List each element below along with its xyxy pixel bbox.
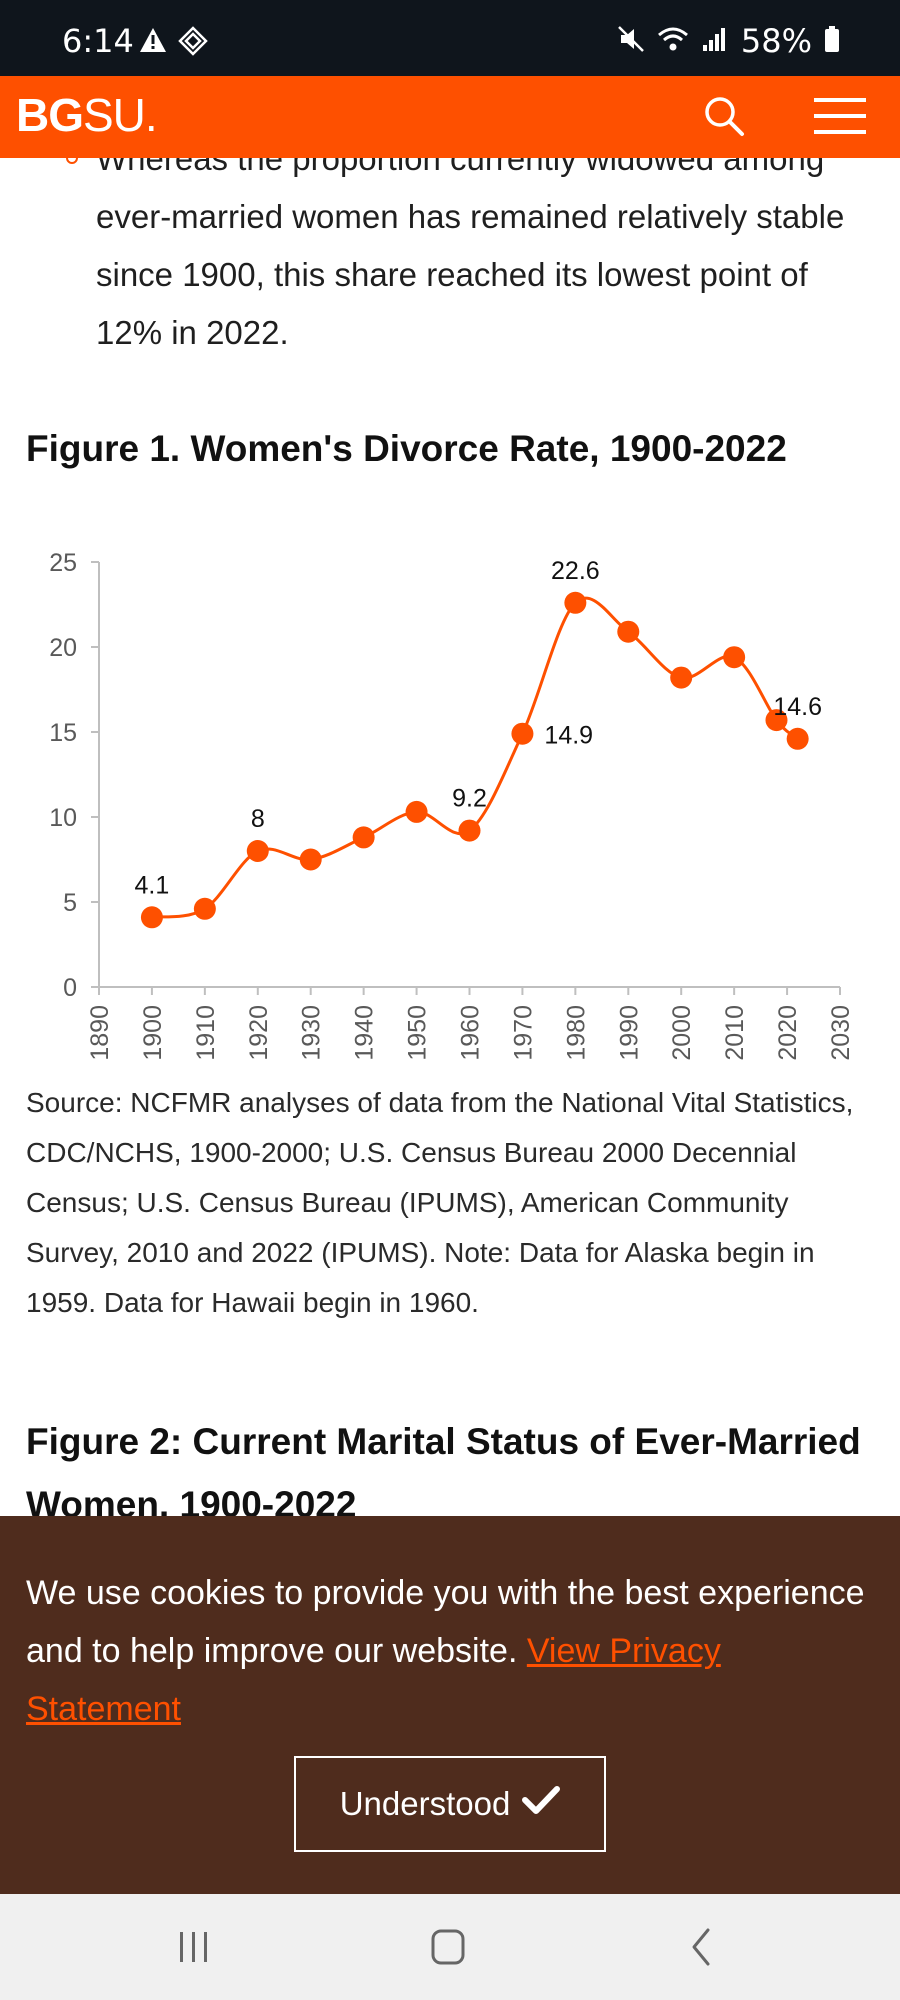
data-point (193, 897, 216, 920)
data-label: 14.6 (773, 693, 822, 721)
data-label: 4.1 (135, 871, 170, 899)
data-label: 14.9 (544, 722, 593, 750)
x-tick-label: 1930 (298, 1005, 326, 1061)
series-line (151, 596, 799, 919)
battery-percent: 58% (740, 22, 812, 60)
menu-icon[interactable] (812, 92, 868, 140)
alert-icon (138, 26, 168, 61)
signal-icon (701, 25, 729, 58)
search-icon[interactable] (700, 92, 748, 140)
y-tick-label: 25 (49, 549, 77, 577)
status-time: 6:14 (62, 22, 134, 60)
x-tick-label: 1980 (562, 1005, 590, 1061)
data-point (617, 620, 640, 643)
divorce-rate-chart: 0 5 10 15 20 25 1890 1900 1910 1920 1930 1940 1950 19… (49, 549, 855, 1061)
x-tick-label: 1910 (192, 1005, 220, 1061)
bgsu-logo[interactable]: BGSU. (16, 89, 158, 141)
data-point (140, 906, 163, 929)
figure-1-source: Source: NCFMR analyses of data from the … (26, 1087, 854, 1318)
x-tick-label: 1960 (457, 1005, 485, 1061)
bullet-text: Whereas the proportion currently widowed… (96, 140, 845, 351)
y-tick-label: 15 (49, 719, 77, 747)
data-point (511, 722, 534, 745)
data-label: 8 (251, 805, 265, 833)
data-label: 22.6 (551, 557, 600, 585)
back-icon[interactable] (672, 1922, 732, 1972)
x-tick-label: 2010 (721, 1005, 749, 1061)
data-point (765, 709, 788, 732)
data-point (786, 727, 809, 750)
status-bar: 6:14 58% (0, 0, 900, 76)
x-tick-label: 2000 (668, 1005, 696, 1061)
y-tick-label: 20 (49, 634, 77, 662)
y-tick-label: 10 (49, 804, 77, 832)
understood-label: Understood (339, 1785, 511, 1822)
cookie-message: We use cookies to provide you with the b… (26, 1574, 865, 1728)
x-tick-label: 2030 (827, 1005, 855, 1061)
recent-apps-icon[interactable] (164, 1922, 224, 1972)
x-tick-label: 1970 (509, 1005, 537, 1061)
data-point (564, 591, 587, 614)
x-tick-label: 1990 (615, 1005, 643, 1061)
data-point (299, 848, 322, 871)
site-header: BGSU. (0, 76, 900, 158)
x-tick-label: 1940 (351, 1005, 379, 1061)
x-tick-label: 1900 (139, 1005, 167, 1061)
data-point (670, 666, 693, 689)
check-icon (522, 1785, 561, 1823)
data-point (352, 826, 375, 849)
x-tick-label: 1890 (86, 1005, 114, 1061)
data-point (723, 646, 746, 669)
data-point (458, 819, 481, 842)
x-tick-label: 1950 (404, 1005, 432, 1061)
y-tick-label: 0 (63, 974, 77, 1002)
battery-icon (824, 25, 840, 58)
sync-icon (178, 26, 208, 61)
figure-1-title: Figure 1. Women's Divorce Rate, 1900-202… (26, 428, 787, 469)
data-point (246, 840, 269, 862)
data-point (405, 800, 428, 823)
x-tick-label: 1920 (245, 1005, 273, 1061)
privacy-statement-link[interactable]: View Privacy Statement (26, 1632, 721, 1728)
wifi-icon (657, 25, 689, 58)
data-label: 9.2 (452, 785, 487, 813)
cookie-banner: We use cookies to provide you with the b… (0, 1516, 900, 1894)
y-tick-label: 5 (63, 889, 77, 917)
understood-button[interactable]: Understood (294, 1756, 606, 1852)
system-nav-bar (0, 1894, 900, 2000)
mute-icon (617, 25, 645, 58)
home-icon[interactable] (418, 1922, 478, 1972)
x-tick-label: 2020 (774, 1005, 802, 1061)
